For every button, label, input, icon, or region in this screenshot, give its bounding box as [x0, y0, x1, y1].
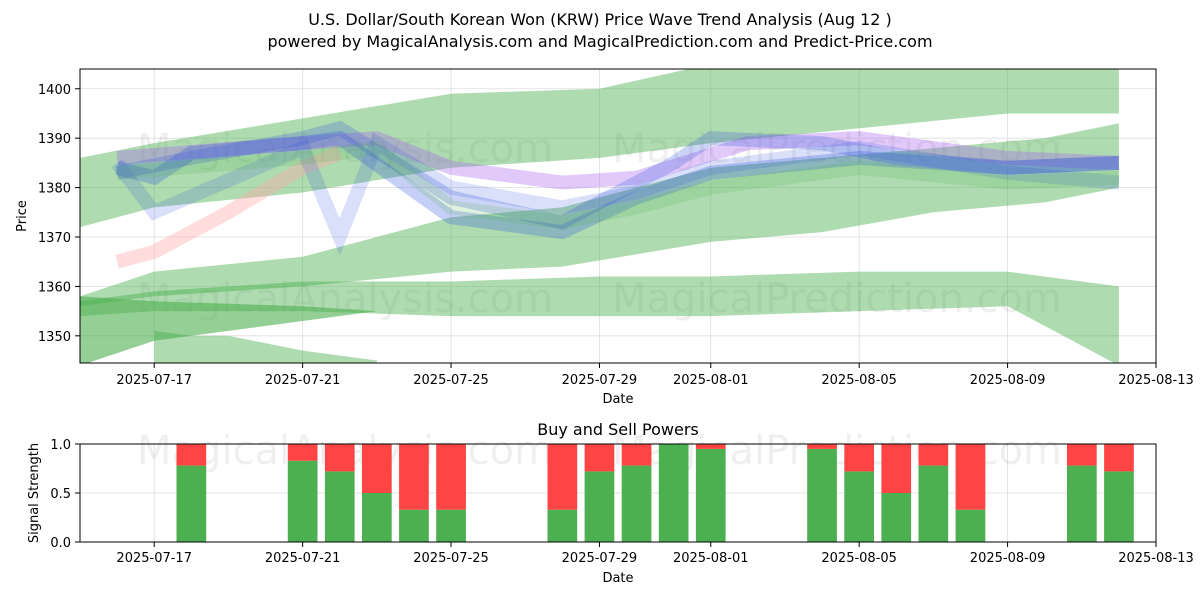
sell-power-bar [1104, 444, 1134, 472]
price-y-ticks: 1350 1360 1370 1380 1390 1400 [38, 83, 80, 345]
price-y-tick-label: 1360 [38, 280, 71, 295]
buy-power-bar [1104, 471, 1134, 542]
price-x-ticks: 2025-07-17 2025-07-21 2025-07-25 2025-07-29… [116, 363, 1194, 388]
sell-power-bar [955, 444, 986, 510]
signal-x-tick-label: 2025-07-21 [265, 551, 341, 566]
chart-title: U.S. Dollar/South Korean Won (KRW) Price… [308, 10, 892, 29]
signal-chart-title: Buy and Sell Powers [537, 420, 699, 439]
chart-subtitle: powered by MagicalAnalysis.com and Magic… [267, 32, 933, 51]
signal-y-tick-label: 1.0 [50, 438, 71, 453]
watermark-text: MagicalAnalysis.com [137, 126, 553, 172]
price-y-tick-label: 1350 [38, 330, 71, 345]
signal-y-tick-label: 0.5 [50, 487, 71, 502]
sell-power-bar [844, 444, 874, 472]
trend-band-5 [154, 330, 377, 363]
wave-line-3 [111, 132, 1120, 256]
sell-power-bar [436, 444, 466, 510]
trend-band-2 [80, 123, 1119, 307]
price-plot-frame [79, 68, 1157, 364]
price-x-tick-label: 2025-07-25 [413, 373, 489, 388]
price-chart-panel: MagicalAnalysis.com MagicalPrediction.com… [15, 68, 1194, 407]
wave-line-6 [116, 140, 1120, 230]
sell-power-bar [807, 444, 837, 449]
price-y-tick-label: 1370 [38, 231, 71, 246]
sell-power-bar [621, 444, 652, 466]
sell-power-bar [362, 444, 392, 493]
buy-power-bar [399, 509, 429, 542]
sell-power-bar [1067, 444, 1097, 466]
price-wave-lines [111, 120, 1120, 269]
buy-power-bar [584, 471, 615, 542]
buy-power-bar [324, 471, 355, 542]
sell-power-bar [547, 444, 578, 510]
sell-power-bar [881, 444, 912, 493]
sell-power-bar [918, 444, 949, 466]
buy-power-bar [287, 460, 318, 542]
sell-power-bar [584, 444, 615, 472]
price-x-tick-label: 2025-07-21 [265, 373, 341, 388]
price-x-tick-label: 2025-08-01 [673, 373, 749, 388]
sell-power-bar [287, 444, 318, 461]
buy-power-bar [918, 465, 949, 542]
signal-x-axis-label: Date [602, 571, 633, 586]
price-x-axis-label: Date [602, 392, 633, 407]
buy-power-bar [176, 465, 207, 542]
price-x-tick-label: 2025-07-29 [562, 373, 638, 388]
signal-x-ticks: 2025-07-17 2025-07-21 2025-07-25 2025-07-29… [116, 542, 1194, 566]
signal-x-tick-label: 2025-08-09 [970, 551, 1046, 566]
price-y-tick-label: 1380 [38, 182, 71, 197]
trend-band-3 [80, 271, 1119, 363]
price-y-axis-label: Price [15, 200, 30, 232]
trend-band-4 [80, 296, 377, 363]
watermark-text: MagicalPrediction.com [612, 276, 1062, 322]
signal-x-tick-label: 2025-08-13 [1118, 551, 1194, 566]
buy-power-bar [1067, 465, 1097, 542]
buy-power-bar [436, 509, 466, 542]
buy-power-bar [881, 493, 912, 542]
signal-x-tick-label: 2025-07-25 [413, 551, 489, 566]
price-bands [80, 69, 1119, 363]
wave-line-1 [115, 146, 343, 269]
buy-power-bar [695, 448, 726, 542]
price-x-tick-label: 2025-08-13 [1118, 373, 1194, 388]
price-y-tick-label: 1400 [38, 83, 71, 98]
price-y-tick-label: 1390 [38, 132, 71, 147]
signal-x-tick-label: 2025-08-01 [673, 551, 749, 566]
buy-power-bar [362, 493, 392, 542]
sell-power-bar [324, 444, 355, 472]
price-x-tick-label: 2025-07-17 [116, 373, 192, 388]
signal-chart-panel: Buy and Sell Powers MagicalAnalysis.comM… [27, 420, 1194, 586]
buy-power-bar [621, 465, 652, 542]
sell-power-bar [695, 444, 726, 449]
price-x-tick-label: 2025-08-09 [970, 373, 1046, 388]
sell-power-bar [176, 444, 207, 466]
buy-power-bar [955, 509, 986, 542]
signal-x-tick-label: 2025-07-17 [116, 551, 192, 566]
price-watermark: MagicalAnalysis.com MagicalPrediction.com… [137, 126, 1062, 322]
watermark-text: MagicalPrediction.com [612, 126, 1062, 172]
signal-y-axis-label: Signal Strength [27, 443, 42, 543]
sell-power-bar [399, 444, 429, 510]
buy-power-bar [844, 471, 874, 542]
wave-line-5 [115, 130, 1120, 240]
price-x-tick-label: 2025-08-05 [821, 373, 897, 388]
signal-bars [176, 444, 1134, 542]
signal-y-ticks: 0.0 0.5 1.0 [50, 438, 80, 551]
buy-power-bar [547, 509, 578, 542]
signal-x-tick-label: 2025-07-29 [562, 551, 638, 566]
signal-y-tick-label: 0.0 [50, 536, 71, 551]
wave-line-2 [116, 131, 1120, 190]
buy-power-bar [807, 448, 837, 542]
trend-band-1 [80, 69, 1119, 228]
buy-power-bar [658, 444, 689, 542]
signal-x-tick-label: 2025-08-05 [821, 551, 897, 566]
wave-line-4 [115, 120, 1120, 230]
